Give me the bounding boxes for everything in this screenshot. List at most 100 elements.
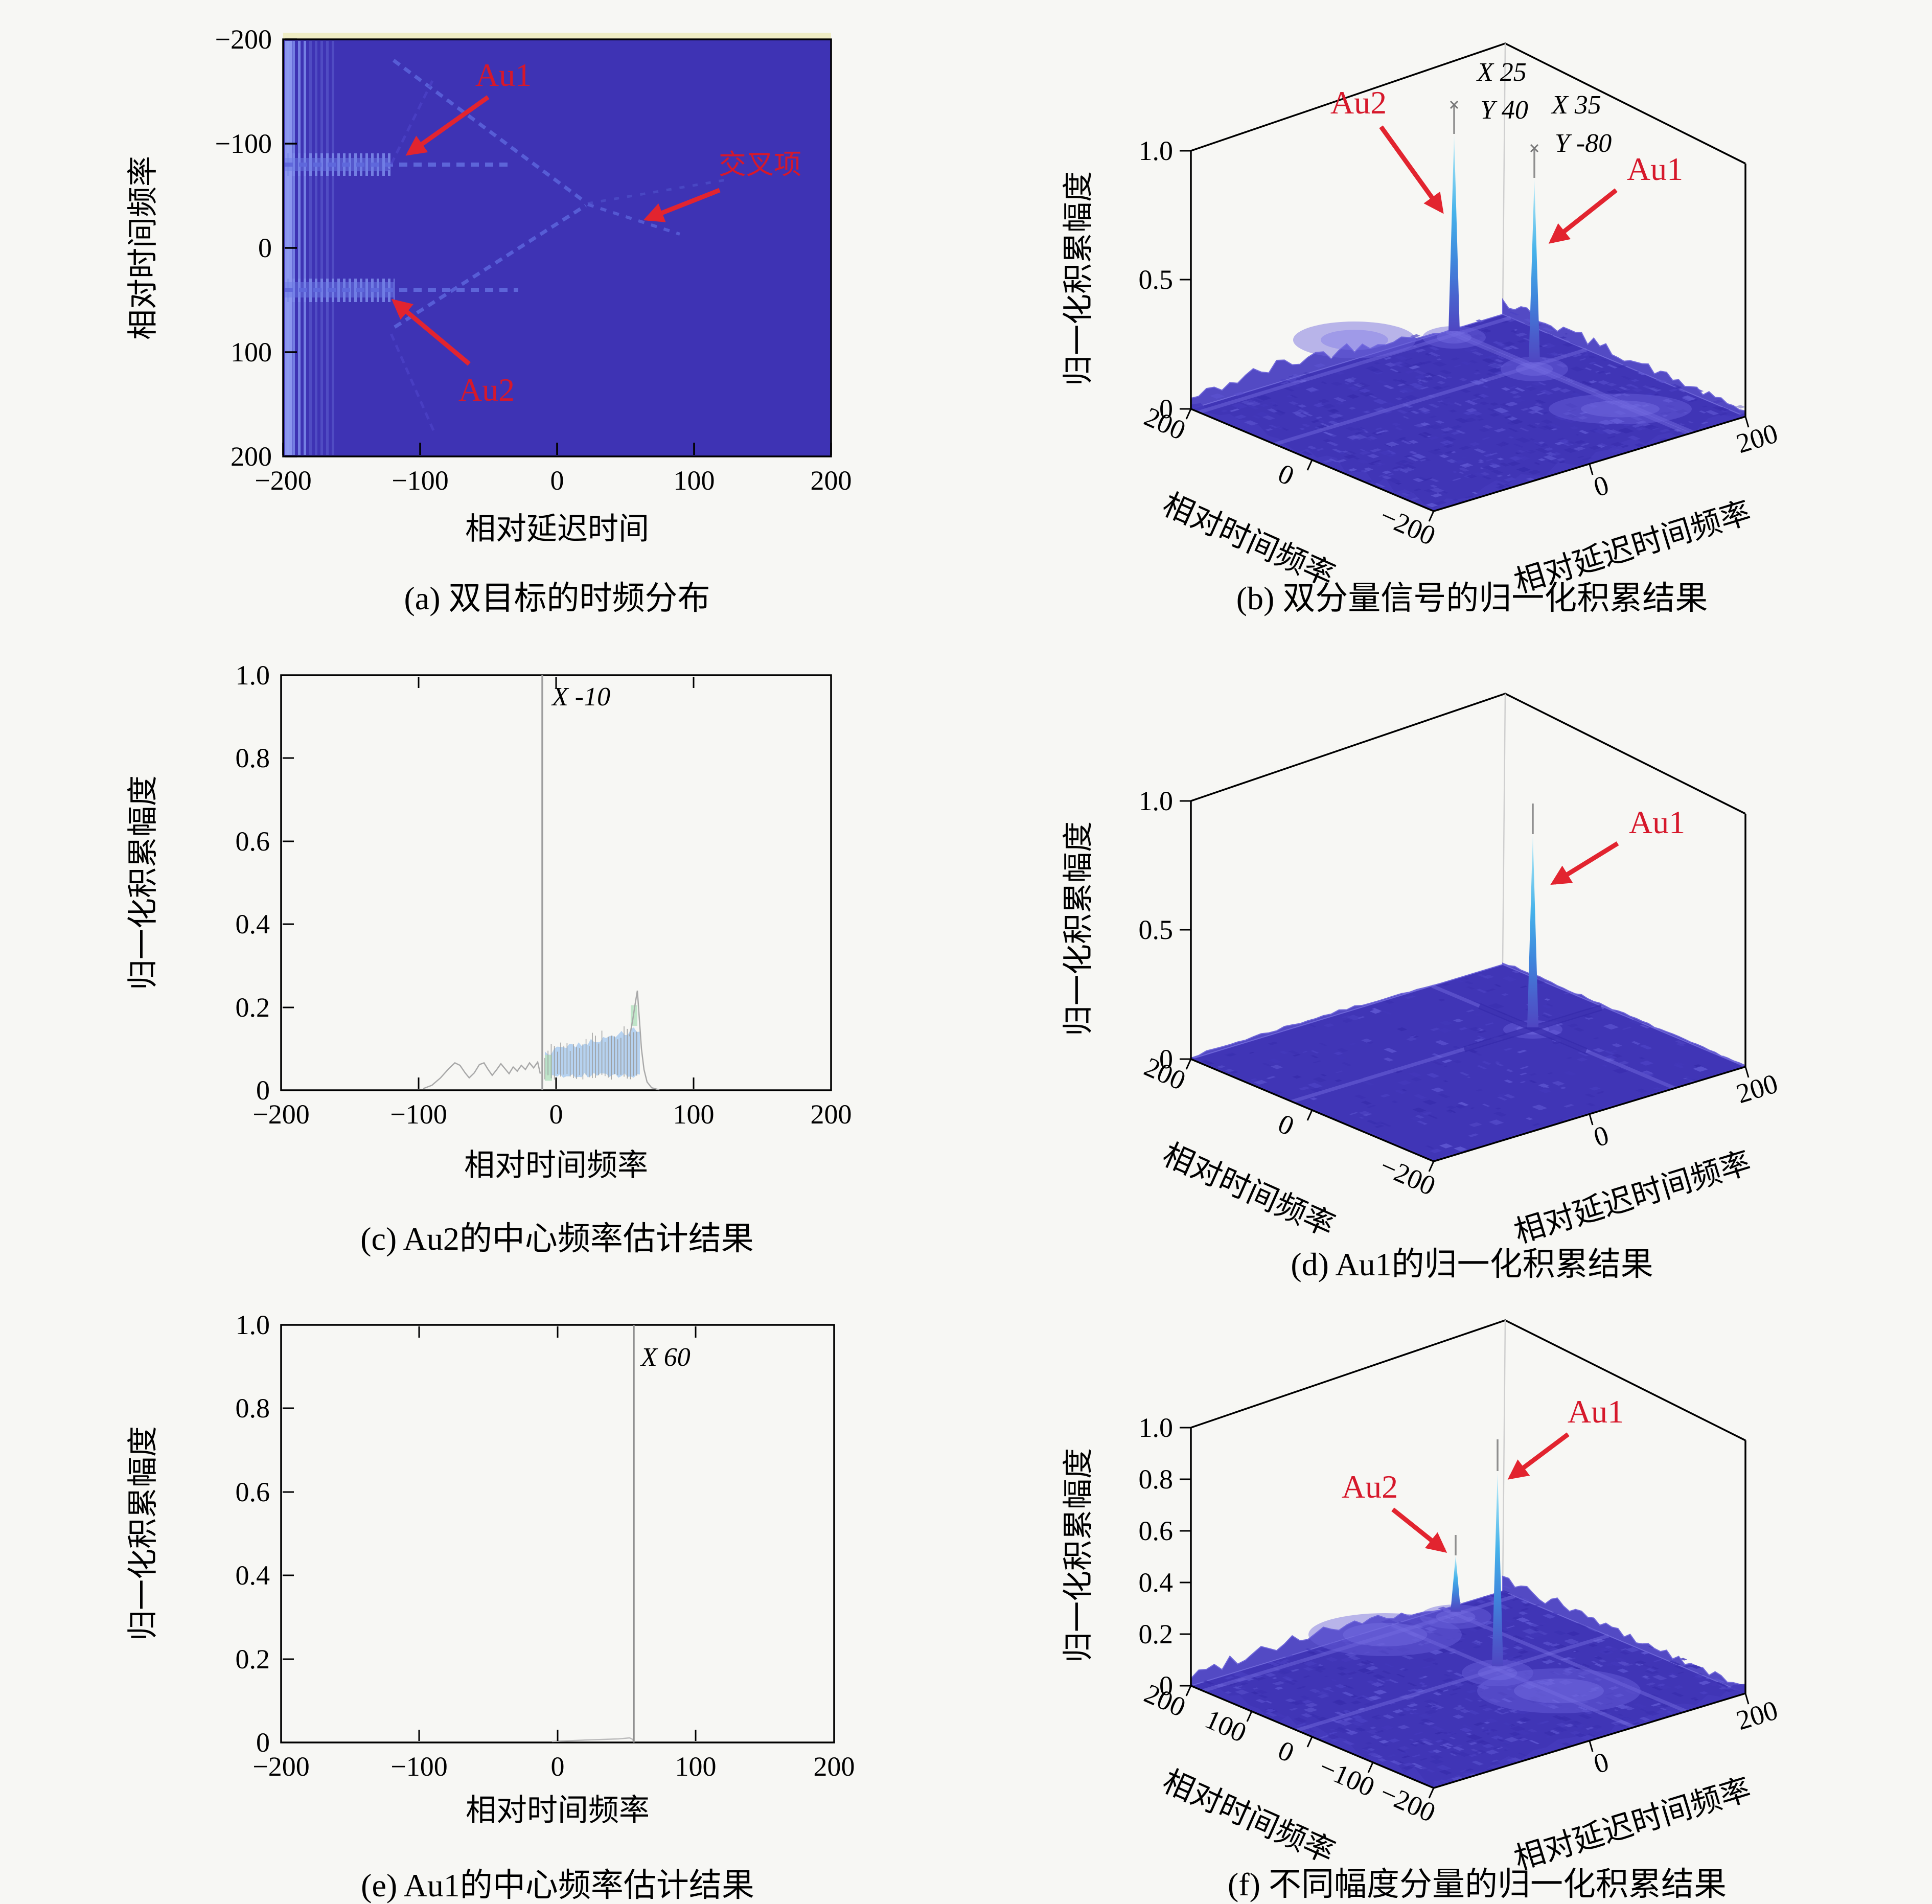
b-surface-floor [1190, 297, 1746, 511]
datatip-marker [1450, 100, 1459, 109]
caption-b: (b) 双分量信号的归一化积累结果 [1236, 580, 1708, 616]
au1-arrow [1507, 1432, 1570, 1480]
peak-skirt-ray [1478, 1003, 1534, 1031]
sidelobe-ridge [1296, 1634, 1609, 1732]
subplot-a-canvas: −200 −100 0 100 200 −200 −100 0 100 200 … [126, 24, 852, 616]
panel-b: 1.0 0.5 0 200 0 −200 0 200 归一化积累幅度 相对时间频… [966, 0, 1932, 639]
d-ztick-labels: 1.0 0.5 0 [1139, 786, 1174, 1074]
d-back-frame [1190, 693, 1746, 815]
c-ylabel: 归一化积累幅度 [126, 775, 160, 990]
caption-f: (f) 不同幅度分量的归一化积累结果 [1228, 1866, 1727, 1902]
noise-mound [1501, 357, 1568, 381]
a-ytick: 200 [231, 441, 272, 472]
e-ylabel: 归一化积累幅度 [126, 1426, 160, 1641]
au2-peak [1451, 1555, 1461, 1612]
svg-text:0.6: 0.6 [1139, 1516, 1174, 1546]
d-annotations: Au1 [1550, 804, 1685, 885]
svg-text:100: 100 [1201, 1704, 1251, 1749]
peak-skirt-ray [1532, 1004, 1602, 1031]
f-back-frame [1190, 1319, 1746, 1441]
b-xlabel: 相对时间频率 [1158, 487, 1340, 593]
svg-text:−100: −100 [390, 1099, 447, 1130]
peak-skirt-ray [1463, 1025, 1534, 1052]
svg-text:−100: −100 [390, 1751, 447, 1782]
au1-label: Au1 [1627, 151, 1683, 187]
surface-silhouette [1190, 962, 1746, 1068]
au2-arrow [391, 299, 471, 366]
au1-arrow [405, 95, 490, 156]
au1-arrow [1548, 188, 1618, 244]
d-peaks [1527, 804, 1538, 1027]
noise-mound [1293, 322, 1416, 358]
au1-peak [1529, 178, 1540, 362]
e-xtick-labels: −200 −100 0 100 200 [252, 1751, 855, 1782]
b-back-frame [1190, 42, 1746, 165]
heatmap-area [282, 38, 832, 457]
svg-text:100: 100 [675, 1751, 717, 1782]
svg-text:0: 0 [549, 1099, 563, 1130]
surface-silhouette [1190, 1575, 1746, 1694]
svg-text:0: 0 [1274, 458, 1299, 492]
f-peaks [1451, 1439, 1503, 1666]
svg-text:200: 200 [1733, 1694, 1781, 1736]
svg-text:0.6: 0.6 [236, 826, 270, 857]
noise-mound [1462, 1660, 1533, 1686]
svg-text:0.2: 0.2 [236, 1644, 270, 1674]
au1-peak [1527, 834, 1538, 1027]
sidelobe-ridge [1445, 330, 1690, 435]
svg-text:0: 0 [1274, 1735, 1299, 1769]
f-back-corner-line [1502, 1320, 1506, 1592]
c-xtick-labels: −200 −100 0 100 200 [252, 1099, 852, 1130]
d-surface-floor [1190, 962, 1746, 1161]
b-zlabel: 归一化积累幅度 [1062, 171, 1095, 386]
panel-d: 1.0 0.5 0 200 0 −200 0 200 归一化积累幅度 相对时间频… [966, 639, 1932, 1303]
svg-text:0.4: 0.4 [1139, 1567, 1174, 1598]
e-xlabel: 相对时间频率 [466, 1794, 650, 1827]
au2-label: Au2 [458, 372, 515, 408]
svg-text:0: 0 [551, 1751, 565, 1782]
surface-silhouette [1190, 297, 1746, 418]
c-xlabel: 相对时间频率 [464, 1149, 648, 1182]
cross-term-label: 交叉项 [719, 149, 801, 180]
f-tick-marks [1180, 1427, 1750, 1799]
d-zlabel: 归一化积累幅度 [1062, 821, 1095, 1036]
sidelobe-ridge [1202, 1594, 1515, 1693]
c-plot-frame [280, 674, 832, 1091]
a-ytick-labels: −200 −100 0 100 200 [215, 24, 272, 472]
a-xtick: 100 [674, 465, 715, 496]
svg-text:0.8: 0.8 [236, 1393, 270, 1424]
svg-text:−200: −200 [252, 1099, 309, 1130]
svg-text:0: 0 [1590, 1119, 1612, 1153]
a-xtick: 200 [811, 465, 852, 496]
noise-mound [1308, 1613, 1462, 1656]
cross-arrow [643, 188, 721, 222]
au1-peak [1492, 1471, 1503, 1666]
f-ztick-labels: 1.0 0.8 0.6 0.4 0.2 0 [1139, 1412, 1174, 1701]
b-datatips: X 25 Y 40 X 35 Y -80 [1476, 58, 1612, 158]
svg-text:0.2: 0.2 [236, 992, 270, 1023]
au1-label: Au1 [1568, 1393, 1624, 1430]
datatip-x25: X 25 [1476, 58, 1527, 87]
noise-mound [1549, 394, 1692, 424]
noise-mound [1420, 1604, 1491, 1629]
svg-text:1.0: 1.0 [236, 660, 270, 691]
svg-text:0.8: 0.8 [236, 743, 270, 773]
noise-mound [1477, 1668, 1641, 1713]
d-3d-axes: 1.0 0.5 0 200 0 −200 0 200 归一化积累幅度 相对时间频… [1062, 693, 1781, 1250]
caption-a: (a) 双目标的时频分布 [404, 580, 710, 616]
a-xtick-labels: −200 −100 0 100 200 [255, 465, 852, 496]
sidelobe-ridge [1391, 1623, 1636, 1729]
heatmap-top-strip [283, 33, 831, 40]
d-tick-marks [1180, 800, 1750, 1172]
subplot-e-canvas: 0 0.2 0.4 0.6 0.8 1.0 −200 −100 0 100 20… [126, 1310, 855, 1903]
a-ylabel: 相对时间频率 [126, 156, 160, 340]
svg-text:0: 0 [1159, 1670, 1173, 1701]
a-tick-marks [282, 38, 832, 457]
caption-c: (c) Au2的中心频率估计结果 [360, 1221, 754, 1257]
caption-d: (d) Au1的归一化积累结果 [1291, 1246, 1653, 1282]
svg-text:200: 200 [1140, 401, 1190, 446]
c-datatip: X -10 [551, 682, 610, 712]
floor-base [1191, 965, 1745, 1161]
cross-term-trace [587, 203, 680, 236]
packet-peak [629, 990, 660, 1091]
